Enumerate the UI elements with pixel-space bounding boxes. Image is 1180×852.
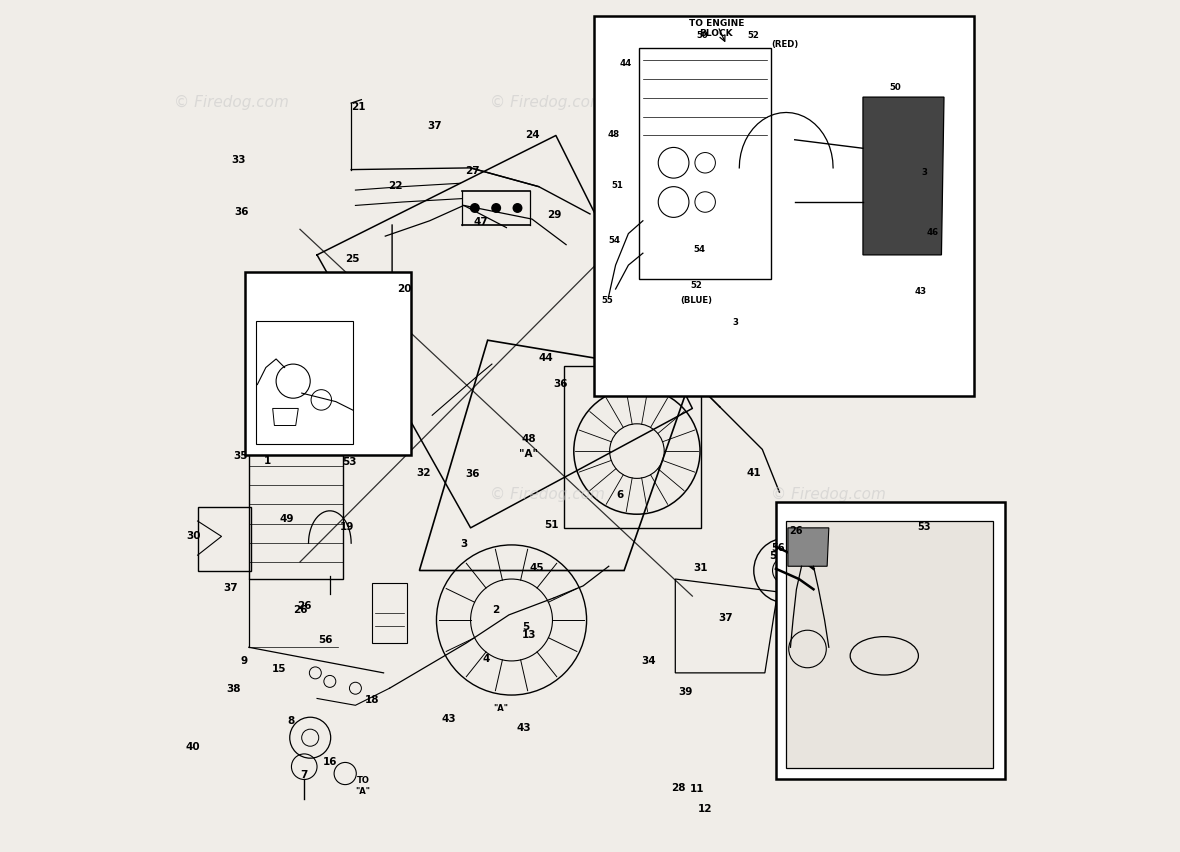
Text: 38: 38 <box>227 683 241 694</box>
Text: 36: 36 <box>465 469 479 479</box>
Bar <box>244 273 411 456</box>
Text: 27: 27 <box>465 165 479 176</box>
Text: 51: 51 <box>544 519 559 529</box>
Text: 37: 37 <box>223 582 238 592</box>
Text: 5: 5 <box>523 621 530 631</box>
Text: 53: 53 <box>342 457 356 467</box>
Text: 51: 51 <box>611 181 623 190</box>
Text: 4: 4 <box>483 653 490 664</box>
Text: 6: 6 <box>616 489 623 499</box>
Text: 3: 3 <box>732 318 738 326</box>
Text: 28: 28 <box>671 782 686 792</box>
Text: 19: 19 <box>340 521 354 532</box>
Text: 34: 34 <box>642 655 656 665</box>
Text: 50: 50 <box>890 83 902 91</box>
Text: 15: 15 <box>271 663 286 673</box>
Text: 26: 26 <box>297 600 312 610</box>
Text: 37: 37 <box>719 613 733 623</box>
Text: 11: 11 <box>689 783 704 793</box>
Text: 48: 48 <box>522 434 536 444</box>
Polygon shape <box>863 98 944 256</box>
Circle shape <box>471 204 479 213</box>
Text: 49: 49 <box>280 513 295 523</box>
Text: 26: 26 <box>293 604 307 614</box>
Text: 18: 18 <box>366 694 380 705</box>
Text: 50: 50 <box>696 32 708 40</box>
Text: 56: 56 <box>771 542 785 552</box>
Text: 45: 45 <box>530 562 544 573</box>
Text: 43: 43 <box>516 722 531 732</box>
Text: 54: 54 <box>608 236 620 245</box>
Text: 41: 41 <box>747 468 761 478</box>
Text: © Firedog.com: © Firedog.com <box>772 95 886 110</box>
Text: 52: 52 <box>748 32 760 40</box>
Text: 21: 21 <box>350 101 366 112</box>
Text: (BLUE): (BLUE) <box>681 296 713 304</box>
Text: 1: 1 <box>264 455 271 465</box>
Text: "A": "A" <box>519 448 538 458</box>
Text: 42: 42 <box>774 603 789 613</box>
Text: TO ENGINE
BLOCK: TO ENGINE BLOCK <box>689 19 743 38</box>
Text: 56: 56 <box>768 550 784 561</box>
Text: 3: 3 <box>460 538 467 549</box>
Text: 43: 43 <box>914 287 927 296</box>
Text: 40: 40 <box>185 741 199 751</box>
Text: 8: 8 <box>287 715 294 725</box>
Text: 52: 52 <box>690 281 702 290</box>
Text: 55: 55 <box>601 296 612 304</box>
Text: 30: 30 <box>186 530 201 540</box>
Text: 7: 7 <box>301 769 308 780</box>
Text: 36: 36 <box>553 378 568 389</box>
Circle shape <box>513 204 522 213</box>
Text: 33: 33 <box>231 155 245 165</box>
Text: 46: 46 <box>926 227 939 236</box>
Text: 12: 12 <box>697 803 713 813</box>
Text: (RED): (RED) <box>771 40 798 49</box>
Text: 44: 44 <box>620 60 632 68</box>
Text: TO
"A": TO "A" <box>355 775 371 795</box>
Text: 17: 17 <box>923 722 938 732</box>
Text: 13: 13 <box>522 630 536 640</box>
Text: © Firedog.com: © Firedog.com <box>490 95 605 110</box>
Text: © Firedog.com: © Firedog.com <box>175 95 289 110</box>
Text: 24: 24 <box>525 130 539 140</box>
Text: 29: 29 <box>548 210 562 220</box>
Text: 31: 31 <box>694 562 708 573</box>
Text: 35: 35 <box>232 450 248 460</box>
Polygon shape <box>786 521 992 769</box>
Text: 42: 42 <box>636 389 650 399</box>
Text: 39: 39 <box>678 686 693 696</box>
Text: 9: 9 <box>240 655 248 665</box>
Text: 44: 44 <box>538 353 553 363</box>
Text: 20: 20 <box>396 284 412 293</box>
Text: 37: 37 <box>427 121 442 131</box>
Text: 25: 25 <box>346 254 360 264</box>
Text: 43: 43 <box>441 713 455 723</box>
Text: 23: 23 <box>261 274 275 285</box>
Text: 53: 53 <box>918 521 931 532</box>
Bar <box>595 17 974 396</box>
Text: 56: 56 <box>319 634 333 644</box>
Text: 2: 2 <box>492 604 500 614</box>
Text: 48: 48 <box>608 130 620 139</box>
Text: 3: 3 <box>922 168 927 176</box>
Text: © Firedog.com: © Firedog.com <box>772 486 886 502</box>
Text: 14: 14 <box>798 527 812 537</box>
Text: 54: 54 <box>693 245 706 253</box>
Text: 26: 26 <box>789 525 804 535</box>
Polygon shape <box>788 528 828 567</box>
Bar <box>776 503 1004 780</box>
Text: 32: 32 <box>417 468 431 478</box>
Text: 36: 36 <box>235 206 249 216</box>
Text: 36: 36 <box>388 411 402 421</box>
Text: 10: 10 <box>852 688 866 698</box>
Text: 22: 22 <box>388 181 402 191</box>
Circle shape <box>492 204 500 213</box>
Text: © Firedog.com: © Firedog.com <box>490 486 605 502</box>
Text: 47: 47 <box>473 216 489 227</box>
Text: "A": "A" <box>493 703 507 712</box>
Text: 16: 16 <box>322 756 337 766</box>
